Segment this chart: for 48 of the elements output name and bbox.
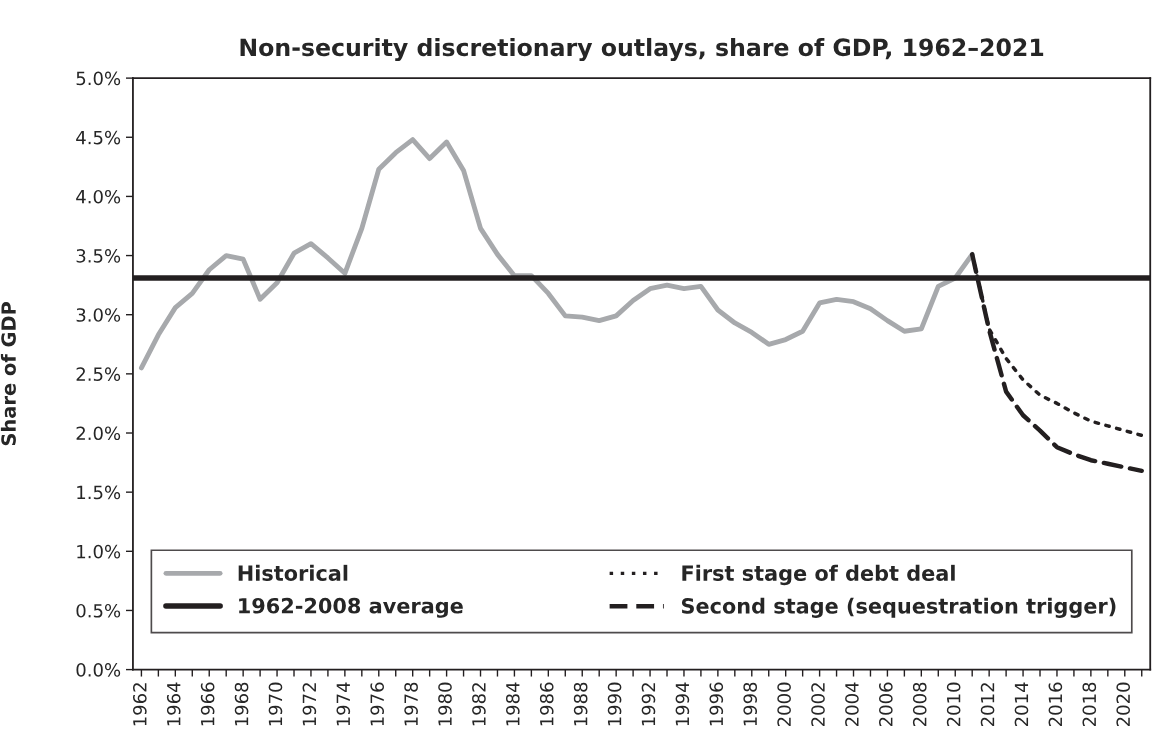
y-tick-label: 2.5% [76, 367, 121, 381]
x-tick-label: 1968 [234, 682, 249, 726]
x-tick-label: 2008 [912, 682, 927, 727]
y-tick-label: 3.0% [76, 308, 121, 322]
x-tick-label: 2012 [980, 683, 995, 727]
x-tick-label: 2002 [811, 683, 825, 727]
legend-label: First stage of debt deal [682, 564, 955, 586]
x-tick-label: 1986 [539, 682, 554, 726]
x-tick-label: 1988 [573, 682, 588, 726]
x-tick-label: 2016 [1048, 682, 1063, 727]
y-tick-label: 0.0% [76, 663, 121, 677]
x-tick-label: 1982 [472, 683, 486, 726]
x-tick-label: 1996 [709, 682, 724, 726]
x-tick-label: 1978 [404, 682, 418, 726]
x-tick-label: 1998 [743, 682, 758, 726]
y-tick-label: 5.0% [76, 71, 121, 86]
legend-label: Historical [238, 564, 348, 581]
y-tick-label: 1.0% [77, 544, 121, 559]
x-tick-label: 1966 [200, 682, 215, 726]
legend-label: 1962-2008 average [239, 597, 463, 618]
x-tick-label: 2018 [1082, 682, 1097, 727]
x-tick-label: 1992 [641, 683, 656, 726]
x-tick-label: 1984 [506, 682, 520, 726]
y-tick-label: 4.0% [76, 189, 121, 204]
x-tick-label: 2000 [777, 682, 791, 727]
x-tick-label: 1980 [438, 682, 452, 726]
x-tick-label: 2010 [946, 682, 961, 727]
x-tick-label: 2020 [1116, 682, 1131, 727]
y-tick-label: 3.5% [76, 249, 121, 263]
x-tick-label: 1994 [675, 682, 690, 726]
chart-title: Non-security discretionary outlays, share of GDP, 1962–2021 [240, 37, 1044, 61]
y-tick-label: 2.0% [76, 426, 121, 441]
y-axis-title: Share of GDP [0, 301, 16, 446]
y-tick-label: 4.5% [76, 130, 121, 145]
x-tick-label: 1974 [336, 682, 351, 726]
x-tick-label: 2014 [1014, 682, 1029, 727]
x-tick-label: 1962 [133, 683, 147, 726]
x-tick-label: 1990 [607, 682, 622, 726]
legend-label: Second stage (sequestration trigger) [681, 597, 1116, 618]
x-tick-label: 1976 [370, 682, 385, 726]
y-tick-label: 0.5% [76, 603, 121, 618]
y-tick-label: 1.5% [77, 485, 121, 500]
x-tick-label: 2004 [845, 682, 859, 727]
x-tick-label: 1972 [302, 683, 317, 726]
line-series [138, 137, 975, 371]
x-tick-label: 1964 [166, 682, 181, 726]
x-tick-label: 1970 [268, 682, 283, 726]
x-tick-label: 2006 [879, 682, 893, 727]
